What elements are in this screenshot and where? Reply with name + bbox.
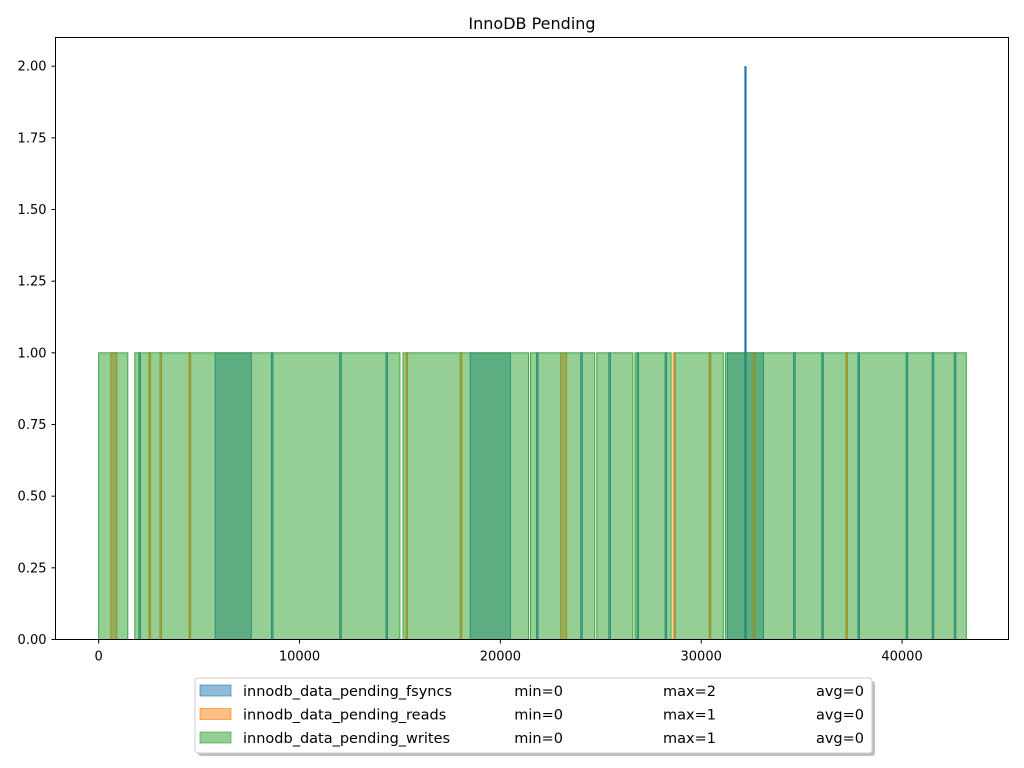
y-tick-label-6: 1.50 [18,203,47,218]
x-tick-label-3: 30000 [681,650,722,665]
series-1-pulse-7 [672,352,676,640]
x-axis: 0 10000 20000 30000 40000 [95,639,923,665]
series-2-pulse-6 [674,352,724,640]
series-2-pulse-7 [724,352,967,640]
series-2-pulse-0 [98,352,129,640]
chart-title: InnoDB Pending [468,14,595,33]
legend-box [194,677,873,754]
legend-avg-0: avg=0 [816,684,864,700]
legend-max-0: max=2 [663,684,716,700]
y-tick-label-4: 1.00 [18,346,47,361]
x-tick-label-1: 10000 [279,650,320,665]
plot-series [98,66,967,640]
y-tick-label-5: 1.25 [18,275,47,290]
legend-min-2: min=0 [514,731,563,747]
x-tick-label-4: 40000 [881,650,922,665]
legend-name-2: innodb_data_pending_writes [243,731,450,747]
legend-max-2: max=1 [663,731,716,747]
x-tick-label-2: 20000 [480,650,521,665]
series-2-pulse-3 [529,352,596,640]
series-innodb_data_pending_writes [98,352,967,640]
plot-frame [55,37,1009,640]
legend-swatch-0 [199,684,232,697]
legend-name-0: innodb_data_pending_fsyncs [243,684,452,700]
legend: innodb_data_pending_fsyncs min=0 max=2 avg=… [194,677,875,756]
series-2-pulse-2 [402,352,529,640]
y-tick-label-7: 1.75 [18,131,47,146]
legend-min-0: min=0 [514,684,563,700]
legend-max-1: max=1 [663,708,716,724]
y-tick-label-1: 0.25 [18,561,47,576]
y-tick-label-3: 0.75 [18,418,47,433]
series-2-pulse-1 [134,352,401,640]
y-axis: 0.00 0.25 0.50 0.75 1.00 1.25 1.50 1.75 2.00 [18,60,56,648]
series-2-pulse-4 [596,352,634,640]
y-tick-label-2: 0.50 [18,490,47,505]
legend-swatch-2 [199,731,232,744]
x-tick-label-0: 0 [95,650,103,665]
legend-min-1: min=0 [514,708,563,724]
legend-avg-2: avg=0 [816,731,864,747]
series-2-pulse-5 [634,352,672,640]
y-tick-label-8: 2.00 [18,60,47,75]
y-tick-label-0: 0.00 [18,633,47,648]
legend-swatch-1 [199,708,232,720]
legend-avg-1: avg=0 [816,708,864,724]
legend-name-1: innodb_data_pending_reads [243,708,446,724]
